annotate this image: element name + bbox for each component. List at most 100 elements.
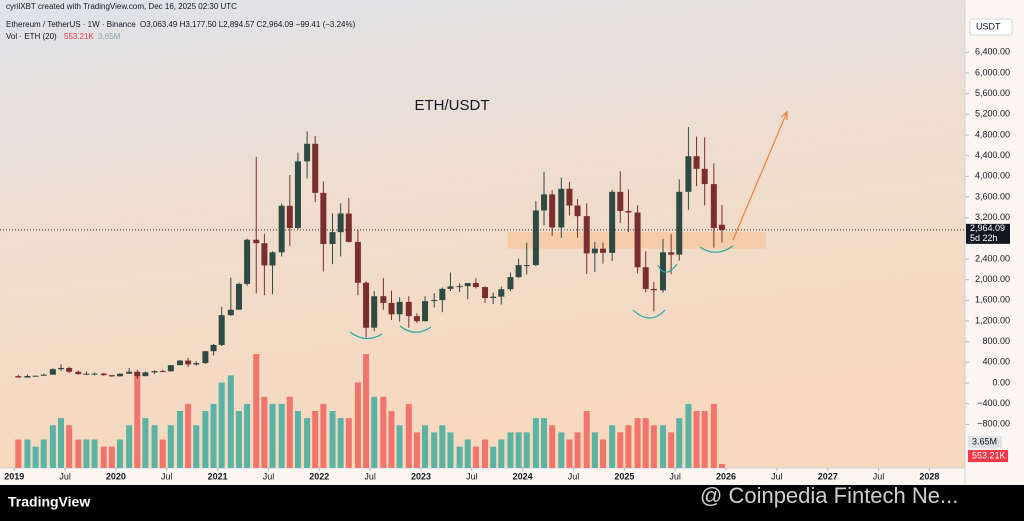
x-tick-label: Jul	[669, 471, 681, 481]
candle-body	[269, 252, 276, 266]
candle-body	[566, 188, 573, 206]
candle-body	[634, 212, 641, 268]
volume-bar	[337, 418, 344, 468]
candle-body	[151, 371, 158, 373]
candle-body	[66, 367, 73, 372]
y-tick-label: 1,600.00	[975, 295, 1010, 305]
arc	[699, 245, 734, 253]
y-tick-label: 800.00	[982, 336, 1010, 346]
volume-bar	[100, 446, 107, 468]
x-tick-label: 2020	[106, 471, 126, 481]
volume-bar	[456, 446, 463, 468]
volume-bar	[515, 432, 522, 468]
volume-bar	[609, 425, 616, 468]
volume-bar	[659, 425, 666, 468]
volume-bar	[523, 432, 530, 468]
volume-bar	[142, 418, 149, 468]
candle-body	[363, 282, 370, 328]
y-tick-label: 3,600.00	[975, 191, 1010, 201]
candle-body	[337, 213, 344, 233]
y-tick-label: 400.00	[982, 357, 1010, 367]
volume-bar	[464, 439, 471, 468]
y-tick-label: 6,400.00	[975, 47, 1010, 57]
candle-body	[609, 191, 616, 253]
countdown: 5d 22h	[970, 233, 998, 243]
candle-body	[617, 191, 624, 211]
x-tick-label: Jul	[59, 471, 71, 481]
candle-body	[15, 376, 22, 378]
x-tick-label: Jul	[466, 471, 478, 481]
candle-body	[541, 194, 548, 211]
volume-bar	[650, 425, 657, 468]
candle-body	[32, 375, 39, 377]
candle-body	[676, 191, 683, 255]
arc	[349, 331, 383, 340]
volume-bar	[167, 425, 174, 468]
volume-bar	[269, 403, 276, 468]
time-axis	[0, 468, 965, 485]
brand: TradingView	[8, 494, 90, 510]
y-tick-label: 4,000.00	[975, 171, 1010, 181]
volume-bar	[40, 439, 47, 468]
volume-bar	[642, 418, 649, 468]
candle-body	[108, 375, 115, 377]
x-tick-label: 2024	[513, 471, 533, 481]
x-tick-label: 2023	[411, 471, 431, 481]
x-tick-label: Jul	[161, 471, 173, 481]
x-tick-label: 2028	[919, 471, 939, 481]
candle-body	[710, 184, 717, 229]
volume-title: Vol · ETH (20)	[6, 32, 57, 41]
candle-body	[58, 367, 65, 370]
y-tick-label: 6,000.00	[975, 67, 1010, 77]
candle-body	[422, 301, 429, 322]
candle-body	[507, 277, 514, 290]
volume-bar	[396, 425, 403, 468]
candle-body	[380, 296, 387, 303]
candle-body	[329, 232, 336, 245]
candle-body	[558, 188, 565, 228]
volume-bar	[116, 439, 123, 468]
y-tick-label: 5,200.00	[975, 109, 1010, 119]
arrow-line	[732, 111, 788, 241]
x-tick-label: 2022	[309, 471, 329, 481]
candle-body	[701, 168, 708, 185]
currency: USDT	[976, 21, 1001, 31]
y-tick-label: 2,000.00	[975, 274, 1010, 284]
candle-body	[549, 194, 556, 228]
volume-bar	[431, 432, 438, 468]
arc	[657, 263, 678, 273]
plot-area	[0, 0, 965, 468]
candle-body	[159, 371, 166, 373]
volume-bar	[532, 418, 539, 468]
volume-bar	[66, 425, 73, 468]
volume-bar	[235, 411, 242, 468]
candle-body	[202, 351, 209, 364]
volume-bar	[202, 411, 209, 468]
candle-body	[218, 315, 225, 345]
candle-body	[235, 283, 242, 310]
volume-value: 553.21K	[64, 32, 94, 41]
candle-body	[482, 287, 489, 299]
volume-ma-label: 3.65M	[972, 436, 997, 446]
volume-bar	[58, 418, 65, 468]
y-tick-label: 1,200.00	[975, 315, 1010, 325]
symbol: Ethereum / TetherUS · 1W · Binance	[6, 20, 136, 29]
candle-body	[464, 283, 471, 287]
volume-bar	[599, 439, 606, 468]
volume-bar	[75, 439, 82, 468]
candle-body	[193, 363, 200, 365]
volume-bar	[83, 439, 90, 468]
x-tick-label: 2027	[818, 471, 838, 481]
candle-body	[244, 239, 251, 284]
x-tick-label: Jul	[771, 471, 783, 481]
volume-ma-badge	[968, 436, 1002, 448]
candle-body	[396, 301, 403, 315]
volume-bar	[304, 418, 311, 468]
y-tick-label: 5,600.00	[975, 88, 1010, 98]
volume-bar	[482, 439, 489, 468]
volume-bar	[617, 432, 624, 468]
volume-bar	[108, 446, 115, 468]
candle-body	[312, 143, 319, 193]
candle-body	[447, 286, 454, 289]
